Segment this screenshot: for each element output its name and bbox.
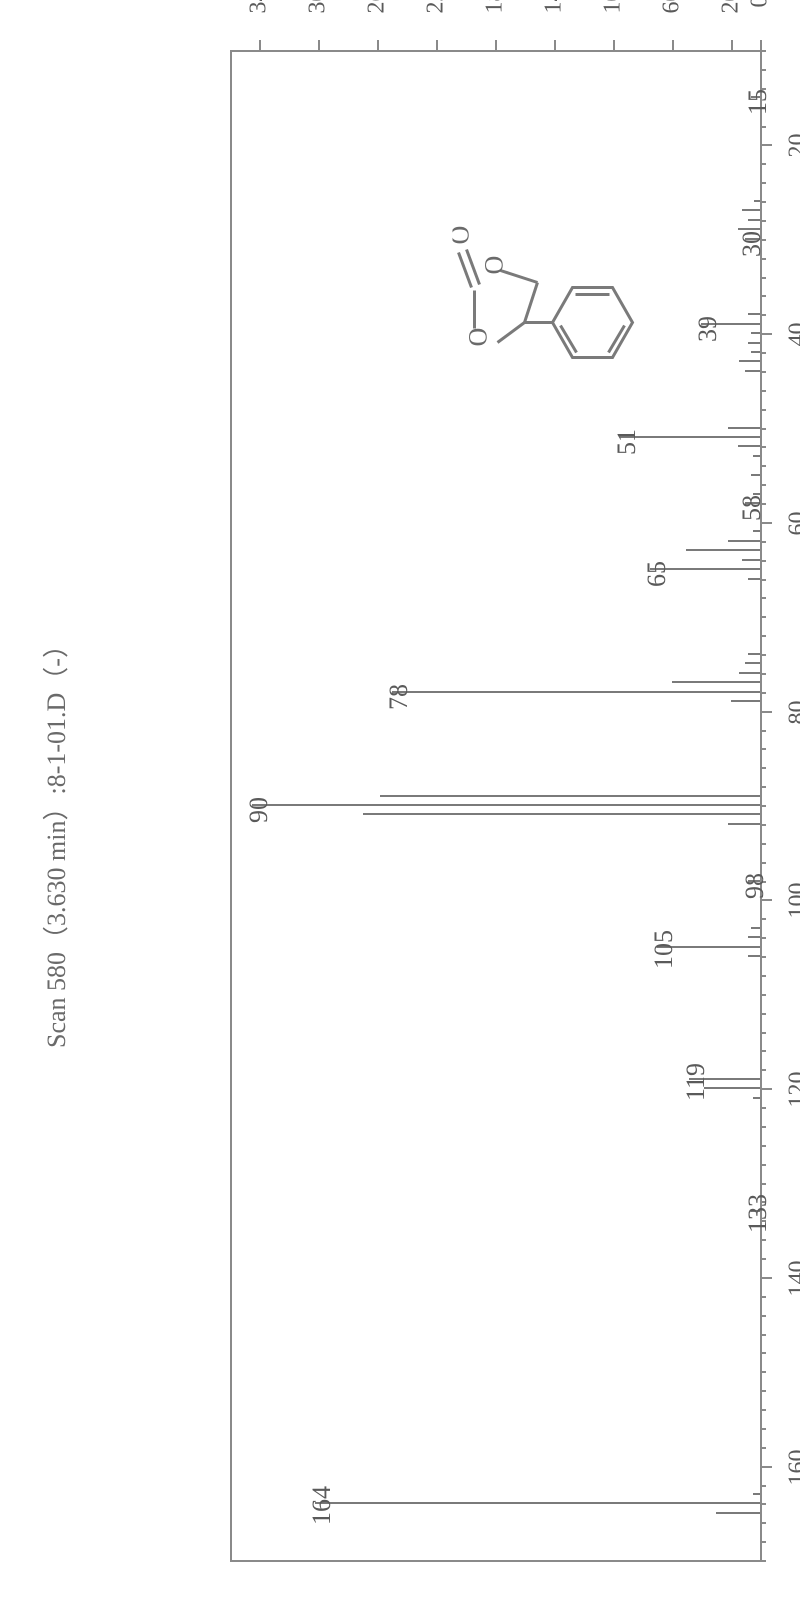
peak-bar [392, 691, 760, 693]
x-tick-label: 100 [785, 881, 800, 921]
peak-bar [745, 662, 760, 664]
peak-bar [728, 427, 760, 429]
x-tick-label: 20 [785, 126, 800, 166]
y-tick-label: 300000 [305, 0, 332, 14]
peak-bar [380, 795, 760, 797]
peak-bar [748, 219, 760, 221]
peak-bar [686, 549, 760, 551]
peak-label: 78 [384, 684, 414, 710]
peak-bar [363, 813, 761, 815]
y-tick-label: 140000 [540, 0, 567, 14]
atom-O3: O [453, 226, 475, 245]
peak-bar [753, 455, 760, 457]
y-tick-label: 60000 [658, 0, 685, 14]
chart-title: Scan 580（3.630 min）:8-1-01.D（-） [36, 632, 73, 1048]
peak-bar [738, 228, 760, 230]
x-tick-label: 140 [785, 1258, 800, 1298]
peak-label: 58 [737, 495, 767, 521]
peak-bar [739, 672, 760, 674]
peak-label: 98 [740, 873, 770, 899]
x-tick-label: 80 [785, 692, 800, 732]
peak-label: 90 [244, 797, 274, 823]
peak-bar [728, 823, 760, 825]
peak-bar [315, 1502, 760, 1504]
peak-label: 164 [307, 1486, 337, 1525]
peak-bar [252, 804, 760, 806]
peak-label: 133 [743, 1194, 773, 1233]
peak-bar [748, 313, 760, 315]
peak-bar [751, 474, 760, 476]
peak-bar [742, 209, 760, 211]
y-tick-label: 340000 [246, 0, 273, 14]
peak-label: 119 [681, 1063, 711, 1101]
molecule-svg: O O O [453, 183, 683, 383]
peak-bar [738, 445, 760, 447]
peak-bar [742, 559, 760, 561]
y-tick-label: 260000 [364, 0, 391, 14]
x-tick-label: 160 [785, 1447, 800, 1487]
peak-bar [753, 1097, 760, 1099]
peak-bar [716, 1512, 760, 1514]
y-tick-label: 180000 [482, 0, 509, 14]
peak-bar [748, 936, 760, 938]
chart-container: Scan 580（3.630 min）:8-1-01.D（-） 20 40 60 80… [0, 0, 800, 1597]
peak-bar [704, 1087, 760, 1089]
x-tick-label: 60 [785, 503, 800, 543]
peak-bar [748, 653, 760, 655]
peak-bar [739, 360, 760, 362]
y-tick-label: 220000 [423, 0, 450, 14]
peak-label: 39 [693, 316, 723, 342]
y-tick-label: 100000 [599, 0, 626, 14]
peak-label: 105 [649, 930, 679, 969]
peak-bar [751, 351, 760, 353]
peak-bar [751, 927, 760, 929]
peak-bar [748, 342, 760, 344]
x-tick-label: 40 [785, 315, 800, 355]
peak-label: 30 [737, 231, 767, 257]
peak-bar [751, 332, 760, 334]
peak-bar [672, 681, 760, 683]
y-tick-label: 0 [747, 0, 774, 14]
peak-bar [748, 955, 760, 957]
peak-bar [728, 540, 760, 542]
peak-bar [731, 700, 760, 702]
peak-bar [748, 578, 760, 580]
molecule-structure: O O O [453, 183, 688, 383]
peak-label: 51 [612, 429, 642, 455]
y-tick-label: 20000 [717, 0, 744, 14]
x-tick-label: 120 [785, 1070, 800, 1110]
atom-O2: O [480, 256, 509, 275]
peak-label: 65 [642, 561, 672, 587]
atom-O1: O [464, 328, 493, 347]
peak-bar [745, 370, 760, 372]
peak-bar [753, 1493, 760, 1495]
peak-label: 15 [743, 89, 773, 115]
peak-bar [753, 530, 760, 532]
